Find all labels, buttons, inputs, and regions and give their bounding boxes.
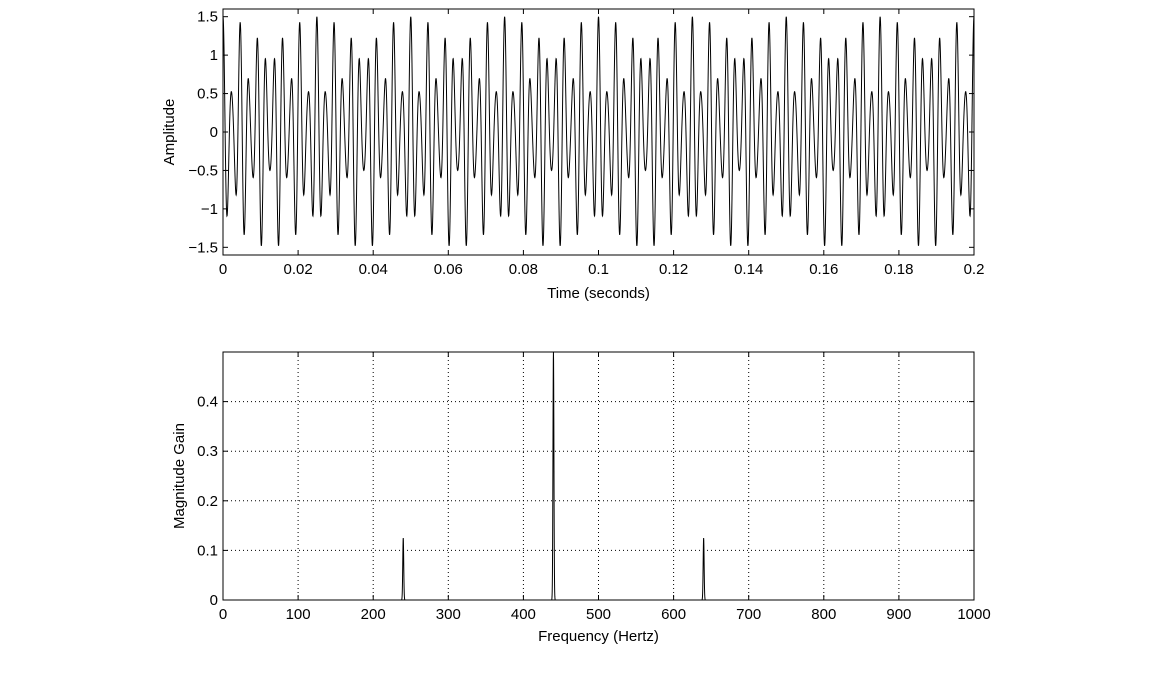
y-tick-label: 0.4 [197,394,218,411]
x-tick-label: 0.08 [509,261,538,278]
x-tick-label: 1000 [957,606,990,623]
frequency-domain-axes: 0 100 200 300 400 500 600 700 800 900 1000 0 0.1 0.2… [171,351,991,645]
y-tick-label: 0.1 [197,542,218,559]
x-tick-label: 0.1 [588,261,609,278]
x-tick-label: 0.06 [434,261,463,278]
y-tick-label: 0 [210,592,218,609]
x-tick-label: 500 [586,606,611,623]
x-tick-label: 0.12 [659,261,688,278]
y-tick-label: 1 [210,47,218,64]
freq-y-axis-label: Magnitude Gain [171,423,188,529]
x-tick-label: 300 [436,606,461,623]
x-tick-label: 400 [511,606,536,623]
x-tick-label: 0 [219,606,227,623]
y-tick-label: −0.5 [188,162,218,179]
y-tick-label: 0.3 [197,443,218,460]
y-tick-label: −1.5 [188,239,218,256]
y-tick-label: −1 [201,201,218,218]
x-tick-label: 0.16 [809,261,838,278]
freq-x-axis-label: Frequency (Hertz) [538,628,659,645]
x-tick-label: 800 [811,606,836,623]
x-tick-label: 0.02 [283,261,312,278]
time-plot-frame [222,8,975,256]
x-tick-label: 0.18 [884,261,913,278]
x-tick-label: 600 [661,606,686,623]
x-tick-label: 0 [219,261,227,278]
freq-plot-grid [223,352,974,600]
x-tick-label: 200 [361,606,386,623]
freq-x-ticks: 0 100 200 300 400 500 600 700 800 900 1000 [219,352,991,623]
time-domain-axes: 0 0.02 0.04 0.06 0.08 0.1 0.12 0.14 0.16 0.18 0.2 … [161,8,985,302]
freq-y-ticks: 0 0.1 0.2 0.3 0.4 [197,394,974,609]
x-tick-label: 700 [736,606,761,623]
x-tick-label: 100 [286,606,311,623]
y-tick-label: 1.5 [197,9,218,26]
time-x-ticks: 0 0.02 0.04 0.06 0.08 0.1 0.12 0.14 0.16 0.18 0.2 [219,9,985,278]
x-tick-label: 900 [886,606,911,623]
time-y-axis-label: Amplitude [161,99,178,166]
y-tick-label: 0.2 [197,493,218,510]
time-y-ticks: −1.5 −1 −0.5 0 0.5 1 1.5 [188,9,974,256]
x-tick-label: 0.04 [359,261,388,278]
y-tick-label: 0.5 [197,86,218,103]
y-tick-label: 0 [210,124,218,141]
time-signal-line [222,16,975,246]
x-tick-label: 0.14 [734,261,763,278]
x-tick-label: 0.2 [964,261,985,278]
time-x-axis-label: Time (seconds) [547,285,650,302]
